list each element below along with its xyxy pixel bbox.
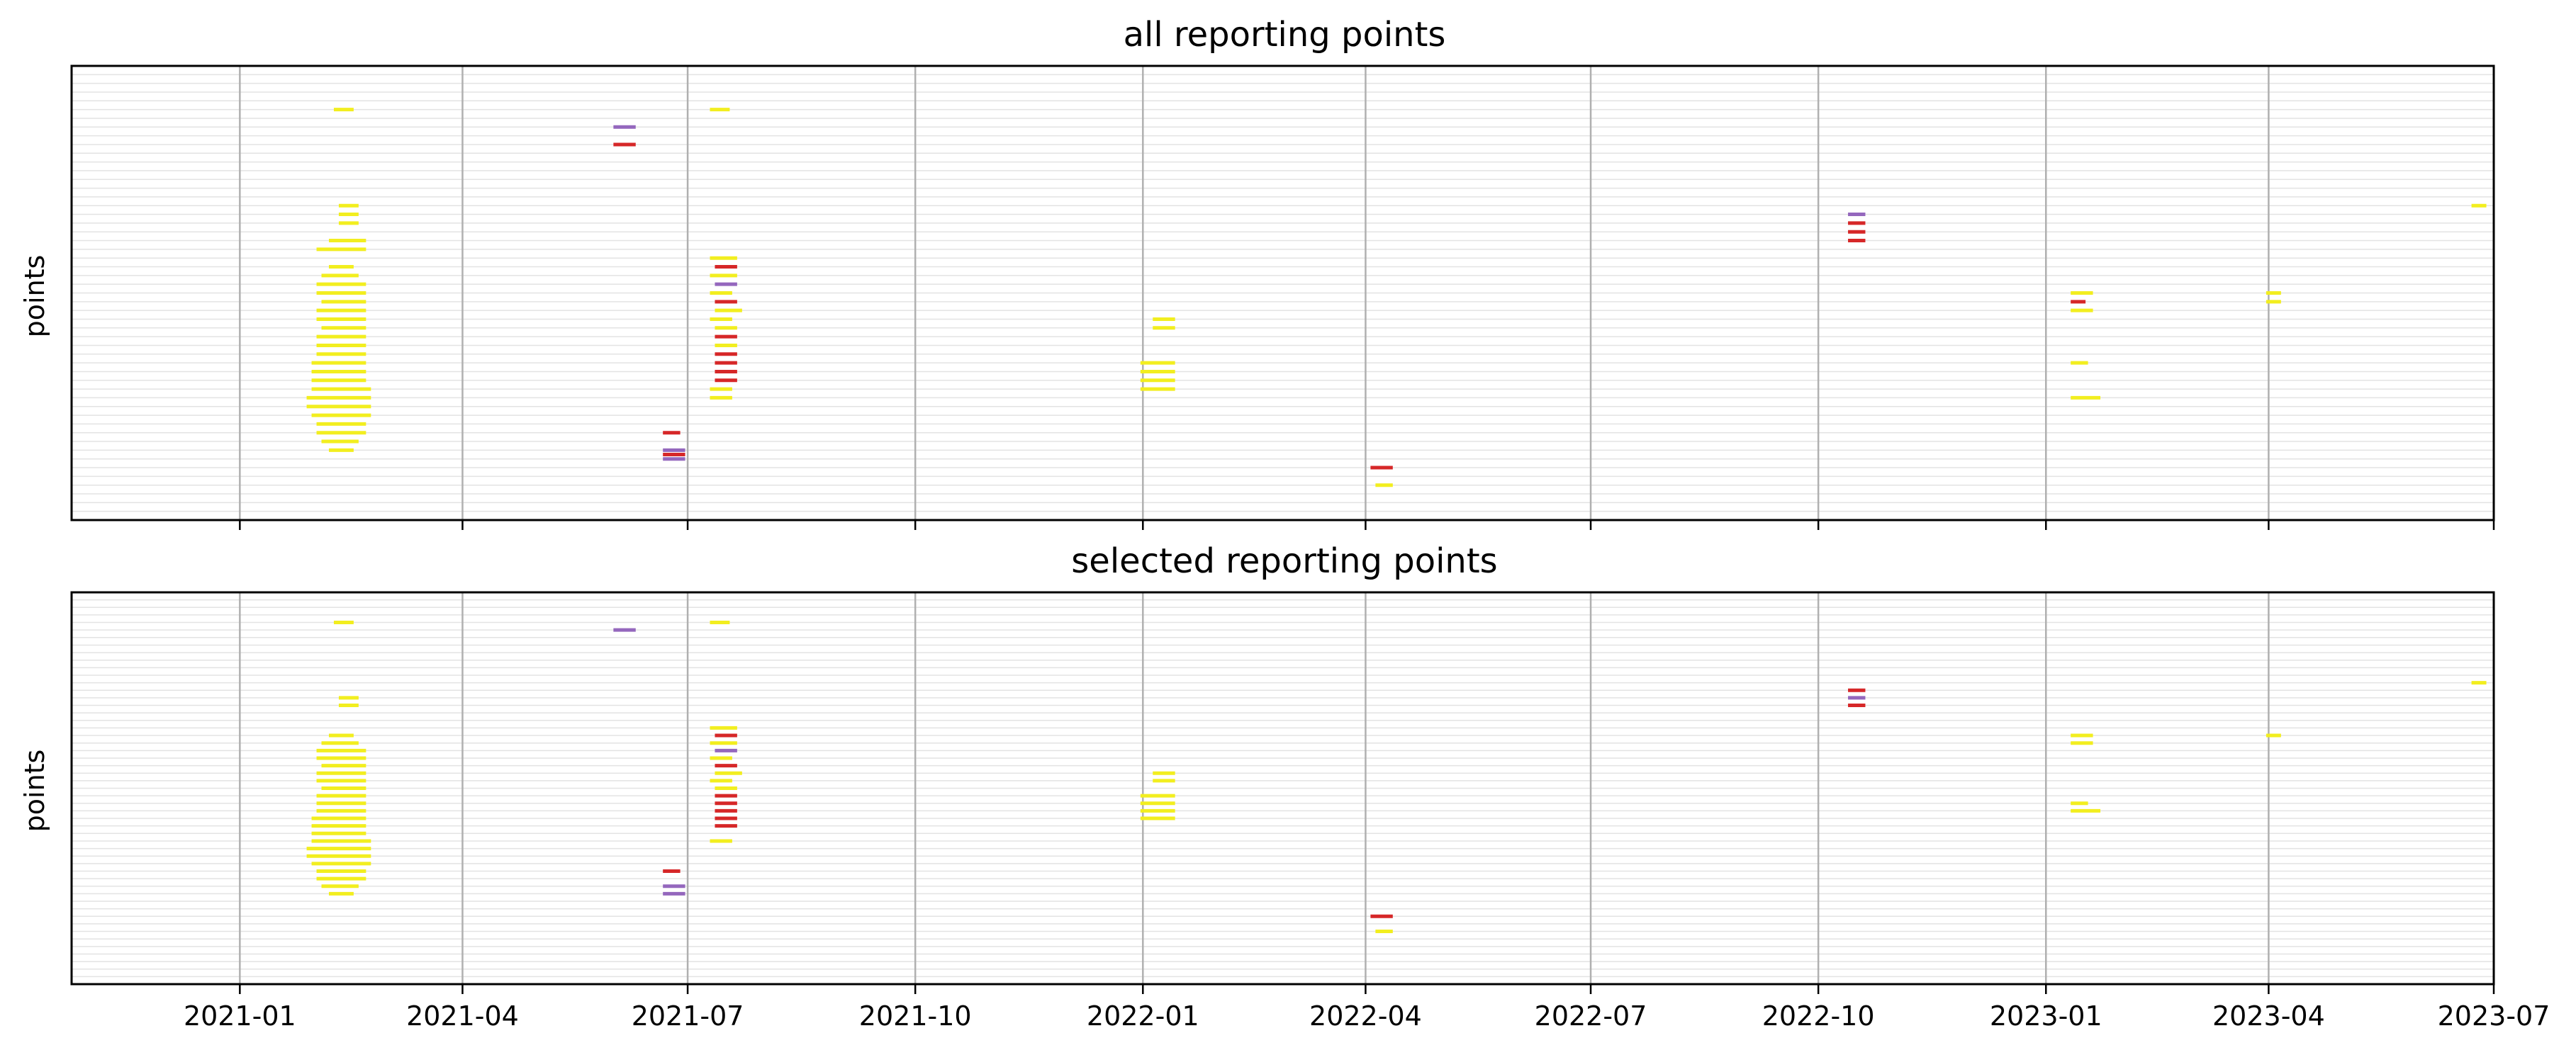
x-tick-label: 2021-01 — [184, 1000, 296, 1032]
x-tick-label: 2021-04 — [406, 1000, 519, 1032]
x-tick-label: 2023-01 — [1990, 1000, 2102, 1032]
x-tick-label: 2023-04 — [2212, 1000, 2325, 1032]
x-tick-label: 2022-10 — [1762, 1000, 1875, 1032]
grid — [72, 592, 2494, 984]
segments — [306, 108, 2487, 487]
x-tick-label: 2023-07 — [2438, 1000, 2550, 1032]
panel-all-reporting-points: all reporting points points — [19, 15, 2495, 530]
x-ticks — [239, 520, 2495, 530]
chart-title: selected reporting points — [1071, 541, 1497, 581]
y-axis-label: points — [19, 750, 50, 833]
grid — [72, 66, 2494, 520]
x-tick-label: 2022-04 — [1309, 1000, 1422, 1032]
x-tick-label: 2022-07 — [1535, 1000, 1647, 1032]
x-ticks: 2021-01 2021-04 2021-07 2021-10 2022-01 2022-… — [184, 984, 2550, 1032]
panel-selected-reporting-points: selected reporting points points 2021-01… — [19, 541, 2550, 1032]
chart-title: all reporting points — [1124, 15, 1446, 55]
x-tick-label: 2021-07 — [632, 1000, 744, 1032]
segments — [306, 621, 2487, 934]
x-tick-label: 2021-10 — [859, 1000, 972, 1032]
x-tick-label: 2022-01 — [1087, 1000, 1199, 1032]
y-axis-label: points — [19, 255, 50, 338]
axes-frame — [70, 64, 2495, 521]
axes-frame — [70, 591, 2495, 986]
